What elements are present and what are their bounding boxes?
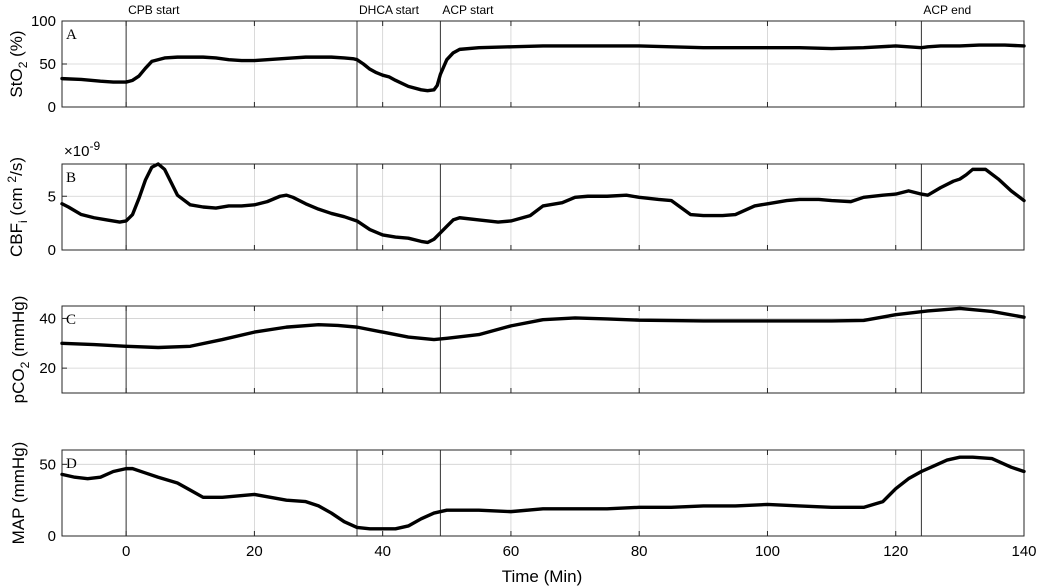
y-axis-label-subscript: 2 xyxy=(18,361,32,368)
panel-letter: B xyxy=(66,170,76,186)
y-tick-label: 40 xyxy=(39,310,56,327)
x-tick-label: 20 xyxy=(246,543,263,560)
panel-b: 0 5B CBFi (cm 2/s) ×10-9 xyxy=(5,139,1026,259)
axis-box xyxy=(61,305,1025,394)
y-axis-label: MAP (mmHg) xyxy=(9,442,28,545)
y-axis-label-suffix: (%) xyxy=(7,30,26,61)
series-line xyxy=(60,306,1026,350)
y-axis-label-main: StO xyxy=(7,68,26,97)
y-axis-label-main: CBF xyxy=(7,223,26,257)
panel-d: 0 50 0 20 40 60 80 100 120 140 D MAP (mmHg) xyxy=(9,442,1037,560)
y-tick-label: 0 xyxy=(48,242,56,259)
axis-box xyxy=(61,449,1025,537)
y-tick-label: 0 xyxy=(48,528,56,545)
x-tick-label: 80 xyxy=(631,543,648,560)
panel-letter: D xyxy=(66,456,77,472)
y-axis-label: pCO2 (mmHg) xyxy=(9,296,32,404)
y-axis-label-middle: (cm xyxy=(7,183,26,221)
y-tick-label: 50 xyxy=(39,56,56,73)
series-line xyxy=(60,455,1026,531)
y-tick-label: 0 xyxy=(48,99,56,116)
scale-note-base: ×10 xyxy=(64,143,89,160)
y-axis-label-superscript: 2 xyxy=(5,176,19,183)
y-tick-label: 20 xyxy=(39,360,56,377)
y-axis-label: CBFi (cm 2/s) xyxy=(5,157,30,257)
x-tick-label: 0 xyxy=(122,543,130,560)
y-axis-label-suffix: /s) xyxy=(7,157,26,176)
x-tick-label: 120 xyxy=(883,543,908,560)
x-tick-label: 40 xyxy=(374,543,391,560)
panel-letter: A xyxy=(66,27,77,43)
axis-box xyxy=(61,163,1025,251)
scale-note-exponent: -9 xyxy=(89,139,100,153)
y-axis-label-subscript: i xyxy=(16,220,30,223)
event-label: CPB start xyxy=(128,3,180,17)
y-tick-label: 50 xyxy=(39,456,56,473)
event-label: ACP end xyxy=(923,3,971,17)
y-axis-label-suffix: (mmHg) xyxy=(9,296,28,362)
y-tick-label: 100 xyxy=(31,13,56,30)
y-tick-label: 5 xyxy=(48,188,56,205)
scale-note: ×10-9 xyxy=(64,139,100,160)
x-tick-label: 60 xyxy=(503,543,520,560)
x-axis-label: Time (Min) xyxy=(502,567,583,586)
x-tick-label: 100 xyxy=(755,543,780,560)
event-label: ACP start xyxy=(442,3,494,17)
y-axis-label-main: pCO xyxy=(9,368,28,403)
series-line xyxy=(60,162,1026,245)
y-axis-label: StO2 (%) xyxy=(7,30,30,97)
series-line xyxy=(60,43,1026,93)
panel-letter: C xyxy=(66,312,76,328)
y-axis-label-main: MAP (mmHg) xyxy=(9,442,28,545)
event-labels: CPB start DHCA start ACP start ACP end xyxy=(128,3,971,17)
panel-a: 0 50 100 A StO2 (%) xyxy=(7,13,1026,116)
event-label: DHCA start xyxy=(359,3,420,17)
x-tick-label: 140 xyxy=(1011,543,1036,560)
y-axis-label-subscript: 2 xyxy=(16,61,30,68)
